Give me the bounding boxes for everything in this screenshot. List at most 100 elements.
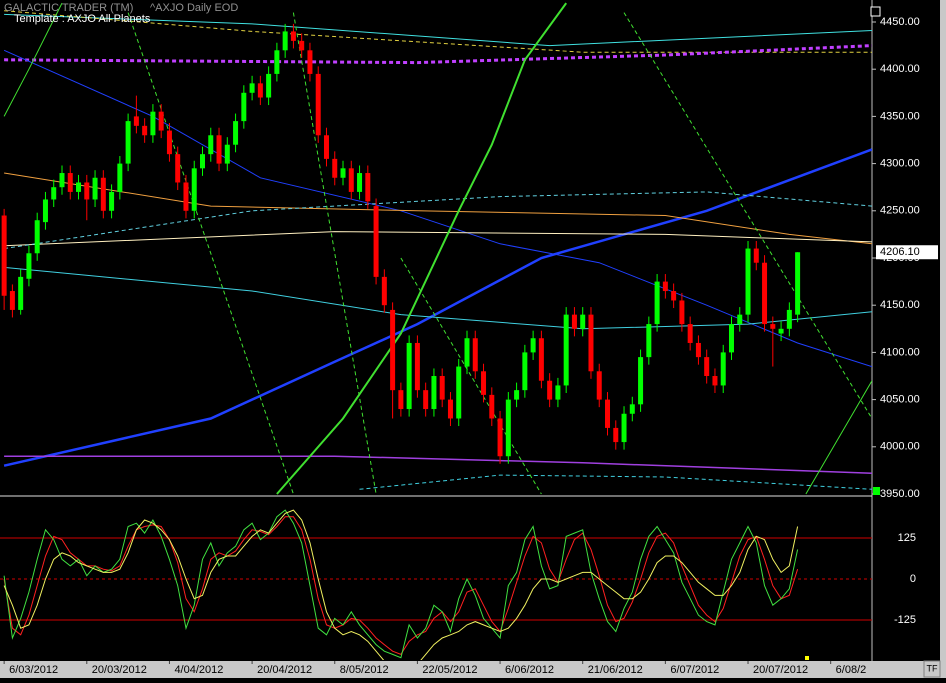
candle-body bbox=[92, 177, 98, 200]
candle-body bbox=[489, 394, 495, 419]
candle-body bbox=[233, 121, 239, 145]
x-tick-label: 20/03/2012 bbox=[92, 664, 147, 676]
candle-body bbox=[753, 248, 759, 263]
candle-body bbox=[679, 300, 685, 325]
candle-body bbox=[580, 314, 586, 329]
candle-body bbox=[406, 342, 412, 410]
candle-body bbox=[84, 182, 90, 200]
series-line bbox=[4, 172, 872, 245]
series-line bbox=[3, 509, 799, 659]
candle-body bbox=[390, 309, 396, 391]
oscillator-panel bbox=[0, 509, 872, 660]
candle-body bbox=[704, 357, 710, 376]
candle-body bbox=[340, 168, 346, 178]
time-marker bbox=[805, 656, 809, 660]
candle-body bbox=[720, 352, 726, 386]
candle-body bbox=[51, 187, 57, 200]
scale-marker bbox=[873, 487, 880, 495]
candle-body bbox=[266, 73, 272, 98]
y-tick-label: 4000.00 bbox=[880, 441, 920, 453]
y-tick-label: 4400.00 bbox=[880, 63, 920, 75]
candle-body bbox=[175, 154, 181, 183]
series-line bbox=[4, 13, 872, 47]
candle-body bbox=[290, 31, 296, 41]
y-tick-label: -125 bbox=[894, 614, 916, 626]
candle-body bbox=[142, 125, 148, 136]
candle-body bbox=[671, 291, 677, 301]
x-tick-label: 20/04/2012 bbox=[257, 664, 312, 676]
candle-body bbox=[125, 121, 131, 164]
candle-body bbox=[629, 404, 635, 414]
series-line bbox=[3, 509, 799, 660]
series-line bbox=[4, 44, 872, 65]
candle-body bbox=[530, 338, 536, 353]
candle-body bbox=[365, 173, 371, 202]
x-tick-label: 6/07/2012 bbox=[670, 664, 719, 676]
candle-body bbox=[571, 314, 577, 329]
candle-body bbox=[200, 154, 206, 169]
candle-body bbox=[588, 314, 594, 372]
candle-body bbox=[59, 173, 65, 188]
candle-body bbox=[795, 252, 801, 315]
y-tick-label: 4350.00 bbox=[880, 110, 920, 122]
candle-body bbox=[505, 399, 511, 457]
series-line bbox=[3, 49, 872, 368]
candle-body bbox=[439, 375, 445, 400]
candle-body bbox=[26, 253, 32, 279]
candle-body bbox=[447, 399, 453, 419]
x-tick-label: 4/04/2012 bbox=[174, 664, 223, 676]
candle-body bbox=[646, 324, 652, 358]
candle-body bbox=[555, 385, 561, 400]
tf-label[interactable]: TF bbox=[927, 663, 938, 673]
candle-body bbox=[514, 390, 520, 400]
candle-body bbox=[67, 173, 73, 192]
candle-body bbox=[100, 177, 106, 211]
candle-body bbox=[481, 371, 487, 395]
y-tick-label: 4250.00 bbox=[880, 205, 920, 217]
candle-body bbox=[786, 309, 792, 329]
series-line bbox=[805, 380, 872, 495]
candle-body bbox=[307, 50, 313, 74]
candle-body bbox=[332, 158, 338, 178]
x-tick-label: 20/07/2012 bbox=[753, 664, 808, 676]
candle-body bbox=[654, 281, 660, 325]
candle-body bbox=[431, 375, 437, 410]
candle-body bbox=[18, 276, 24, 310]
candle-body bbox=[357, 173, 363, 192]
candle-body bbox=[728, 324, 734, 353]
tf-button[interactable] bbox=[923, 660, 941, 678]
candle-body bbox=[762, 262, 768, 325]
candle-body bbox=[274, 50, 280, 74]
candle-body bbox=[737, 314, 743, 325]
y-tick-label: 3950.00 bbox=[880, 488, 920, 500]
y-tick-label: 4300.00 bbox=[880, 158, 920, 170]
candle-body bbox=[778, 328, 784, 334]
series-line bbox=[400, 257, 542, 495]
candle-body bbox=[34, 220, 40, 254]
candle-body bbox=[605, 399, 611, 428]
y-tick-label: 4150.00 bbox=[880, 299, 920, 311]
candle-body bbox=[282, 31, 288, 51]
right-border bbox=[940, 0, 946, 678]
candle-body bbox=[745, 248, 751, 315]
series-line bbox=[4, 455, 872, 474]
x-tick-label: 21/06/2012 bbox=[588, 664, 643, 676]
candle-body bbox=[563, 314, 569, 386]
candle-body bbox=[348, 168, 354, 192]
candle-body bbox=[423, 390, 429, 410]
candle-body bbox=[381, 276, 387, 306]
candle-body bbox=[150, 111, 156, 136]
candle-body bbox=[621, 413, 627, 443]
corner-button[interactable] bbox=[870, 6, 881, 17]
candle-body bbox=[638, 357, 644, 405]
candle-body bbox=[596, 371, 602, 400]
candle-body bbox=[497, 418, 503, 457]
candle-body bbox=[522, 352, 528, 391]
last-price-label: 4206.10 bbox=[880, 246, 920, 258]
candle-body bbox=[323, 135, 329, 159]
candle-body bbox=[662, 281, 668, 292]
candle-body bbox=[398, 390, 404, 410]
y-tick-label: 4450.00 bbox=[880, 16, 920, 28]
last-price-box bbox=[876, 245, 938, 260]
